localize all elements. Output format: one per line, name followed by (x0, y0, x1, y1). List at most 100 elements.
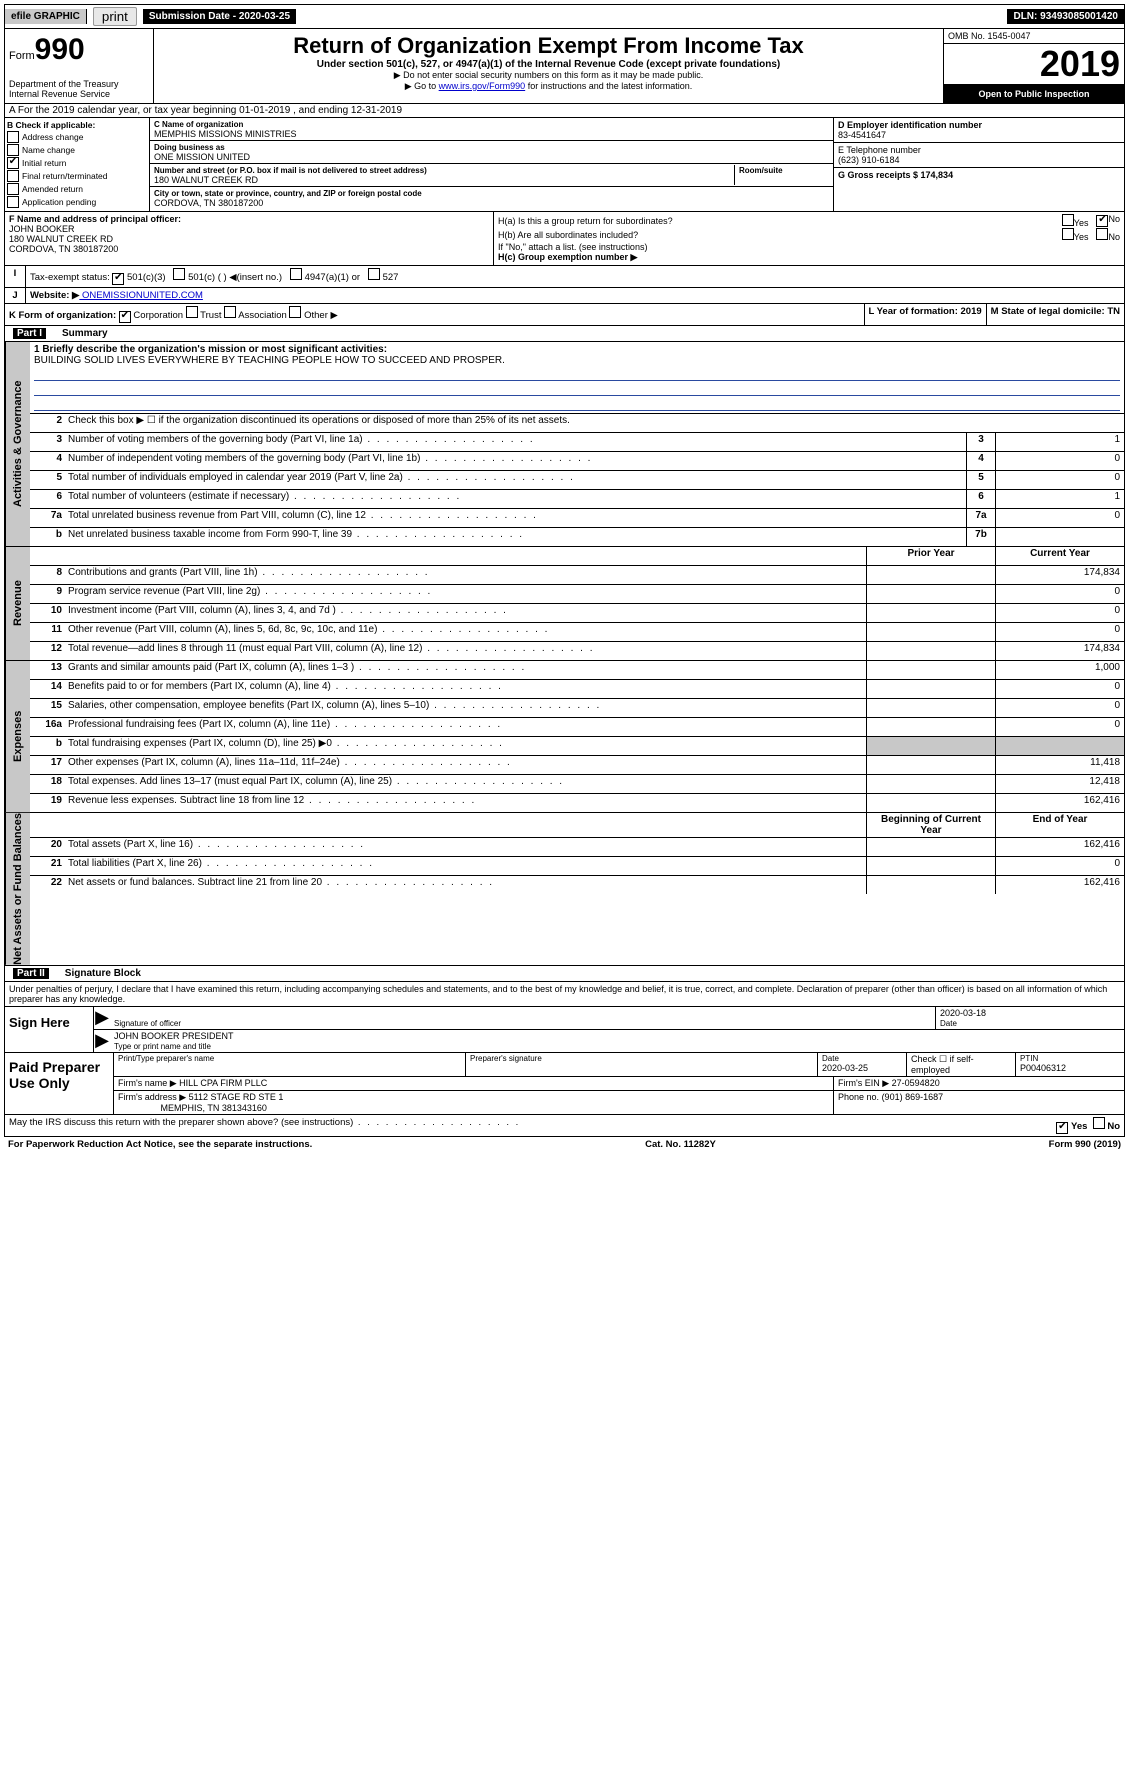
line-12-curr: 174,834 (995, 642, 1124, 660)
527-check[interactable] (368, 268, 380, 280)
entity-block: B Check if applicable: Address changeNam… (4, 118, 1125, 212)
officer-name: JOHN BOOKER (9, 224, 75, 234)
line-21-prior (866, 857, 995, 875)
line-22-desc: Net assets or fund balances. Subtract li… (66, 876, 866, 894)
hb-yes-check[interactable] (1062, 228, 1074, 240)
line-12-desc: Total revenue—add lines 8 through 11 (mu… (66, 642, 866, 660)
open-to-public: Open to Public Inspection (944, 85, 1124, 103)
501c-check[interactable] (173, 268, 185, 280)
line-16a-curr: 0 (995, 718, 1124, 736)
line-21-curr: 0 (995, 857, 1124, 875)
part-2-header: Part IISignature Block (4, 966, 1125, 982)
line-21-desc: Total liabilities (Part X, line 26) (66, 857, 866, 875)
line-22-prior (866, 876, 995, 894)
b-check-5[interactable] (7, 196, 19, 208)
line-19-prior (866, 794, 995, 812)
b-check-3[interactable] (7, 170, 19, 182)
row-k: K Form of organization: Corporation Trus… (4, 304, 1125, 326)
city-value: CORDOVA, TN 380187200 (154, 198, 263, 208)
suite-label: Room/suite (739, 166, 783, 175)
gross-receipts: G Gross receipts $ 174,834 (838, 170, 953, 180)
trust-check[interactable] (186, 306, 198, 318)
line-14-prior (866, 680, 995, 698)
b-check-2[interactable] (7, 157, 19, 169)
line-b-curr (995, 737, 1124, 755)
line-5-desc: Total number of individuals employed in … (66, 471, 966, 489)
sig-date: 2020-03-18 (940, 1008, 986, 1018)
form-number: Form990 (9, 33, 149, 67)
line-8-curr: 174,834 (995, 566, 1124, 584)
4947-check[interactable] (290, 268, 302, 280)
line-13-desc: Grants and similar amounts paid (Part IX… (66, 661, 866, 679)
501c3-check[interactable] (112, 273, 124, 285)
b-item-3: Final return/terminated (22, 171, 108, 181)
side-revenue: Revenue (5, 547, 30, 660)
line-13-curr: 1,000 (995, 661, 1124, 679)
hb-no-check[interactable] (1096, 228, 1108, 240)
hb-note: If "No," attach a list. (see instruction… (498, 242, 1120, 252)
line-14-desc: Benefits paid to or for members (Part IX… (66, 680, 866, 698)
assoc-check[interactable] (224, 306, 236, 318)
line-12-prior (866, 642, 995, 660)
line-9-desc: Program service revenue (Part VIII, line… (66, 585, 866, 603)
discuss-no-check[interactable] (1093, 1117, 1105, 1129)
line-4-desc: Number of independent voting members of … (66, 452, 966, 470)
prep-sig-label: Preparer's signature (470, 1054, 813, 1063)
prep-name-label: Print/Type preparer's name (118, 1054, 461, 1063)
line-6-val: 1 (995, 490, 1124, 508)
side-activities: Activities & Governance (5, 342, 30, 546)
print-button[interactable]: print (93, 7, 137, 26)
ha-no-check[interactable] (1096, 215, 1108, 227)
j-label: Website: ▶ (30, 290, 79, 301)
line-10-curr: 0 (995, 604, 1124, 622)
part-1-header: Part ISummary (4, 326, 1125, 342)
line-7a-val: 0 (995, 509, 1124, 527)
line-b-desc: Total fundraising expenses (Part IX, col… (66, 737, 866, 755)
other-check[interactable] (289, 306, 301, 318)
b-item-1: Name change (22, 145, 75, 155)
firm-addr: 5112 STAGE RD STE 1 (189, 1092, 284, 1102)
line-7a-box: 7a (966, 509, 995, 527)
i-label: Tax-exempt status: (30, 272, 110, 283)
discuss-yes-check[interactable] (1056, 1122, 1068, 1134)
corp-check[interactable] (119, 311, 131, 323)
end-year-hdr: End of Year (995, 813, 1124, 837)
note-ssn: ▶ Do not enter social security numbers o… (158, 70, 939, 81)
declaration: Under penalties of perjury, I declare th… (5, 982, 1124, 1007)
ptin-value: P00406312 (1020, 1063, 1066, 1073)
print-wrap: print (87, 5, 143, 28)
b-check-0[interactable] (7, 131, 19, 143)
line-3-val: 1 (995, 433, 1124, 451)
officer-addr: 180 WALNUT CREEK RD CORDOVA, TN 38018720… (9, 234, 118, 254)
line-18-curr: 12,418 (995, 775, 1124, 793)
beg-year-hdr: Beginning of Current Year (866, 813, 995, 837)
dln-label: DLN: 93493085001420 (1007, 9, 1124, 24)
line-4-box: 4 (966, 452, 995, 470)
b-check-4[interactable] (7, 183, 19, 195)
line-10-desc: Investment income (Part VIII, column (A)… (66, 604, 866, 622)
b-check-1[interactable] (7, 144, 19, 156)
revenue-block: Revenue Prior YearCurrent Year 8Contribu… (4, 547, 1125, 661)
phone-value: (623) 910-6184 (838, 155, 900, 165)
irs-link[interactable]: www.irs.gov/Form990 (439, 81, 526, 91)
row-i: I Tax-exempt status: 501(c)(3) 501(c) ( … (4, 266, 1125, 288)
line-9-prior (866, 585, 995, 603)
line-8-desc: Contributions and grants (Part VIII, lin… (66, 566, 866, 584)
line-b-prior (866, 737, 995, 755)
section-b: B Check if applicable: Address changeNam… (5, 118, 150, 211)
form-ref: Form 990 (2019) (1049, 1139, 1121, 1150)
org-name: MEMPHIS MISSIONS MINISTRIES (154, 129, 297, 139)
website-link[interactable]: ONEMISSIONUNITED.COM (79, 290, 203, 301)
prior-year-hdr: Prior Year (866, 547, 995, 565)
k-label: K Form of organization: (9, 310, 116, 321)
line-18-desc: Total expenses. Add lines 13–17 (must eq… (66, 775, 866, 793)
expenses-block: Expenses 13Grants and similar amounts pa… (4, 661, 1125, 813)
sig-label: Signature of officer (114, 1019, 181, 1028)
line-17-desc: Other expenses (Part IX, column (A), lin… (66, 756, 866, 774)
ha-yes-check[interactable] (1062, 214, 1074, 226)
line-18-prior (866, 775, 995, 793)
top-bar: efile GRAPHIC print Submission Date - 20… (4, 4, 1125, 29)
line-11-curr: 0 (995, 623, 1124, 641)
city-label: City or town, state or province, country… (154, 189, 422, 198)
line-5-box: 5 (966, 471, 995, 489)
